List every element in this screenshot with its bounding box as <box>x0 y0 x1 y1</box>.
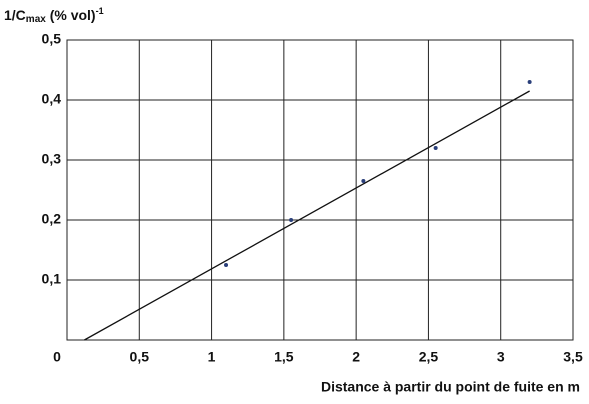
x-tick-label: 3 <box>497 349 505 365</box>
data-point <box>289 218 294 222</box>
data-point <box>527 80 532 84</box>
data-point <box>433 146 438 150</box>
x-tick-label: 2 <box>352 349 360 365</box>
x-tick-label: 2,5 <box>419 349 439 365</box>
y-label-sup: -1 <box>96 6 104 16</box>
y-tick-label: 0,5 <box>42 31 62 47</box>
x-tick-label: 3,5 <box>563 349 583 365</box>
y-label-sub: max <box>26 14 46 25</box>
y-axis-label: 1/Cmax (% vol)-1 <box>4 6 104 24</box>
x-tick-label: 0 <box>53 349 61 365</box>
x-tick-label: 0,5 <box>130 349 150 365</box>
data-point <box>224 263 229 267</box>
y-label-part: 1/C <box>4 7 26 23</box>
y-tick-label: 0,4 <box>42 91 62 107</box>
x-tick-label: 1 <box>208 349 216 365</box>
y-tick-label: 0,2 <box>42 211 62 227</box>
plot-frame <box>66 39 574 341</box>
y-tick-label: 0,3 <box>42 151 62 167</box>
fit-line <box>84 90 530 341</box>
x-tick-label: 1,5 <box>274 349 294 365</box>
y-label-part: (% vol) <box>46 7 96 23</box>
y-tick-label: 0,1 <box>42 271 62 287</box>
x-axis-label: Distance à partir du point de fuite en m <box>321 379 580 395</box>
data-point <box>361 179 366 183</box>
